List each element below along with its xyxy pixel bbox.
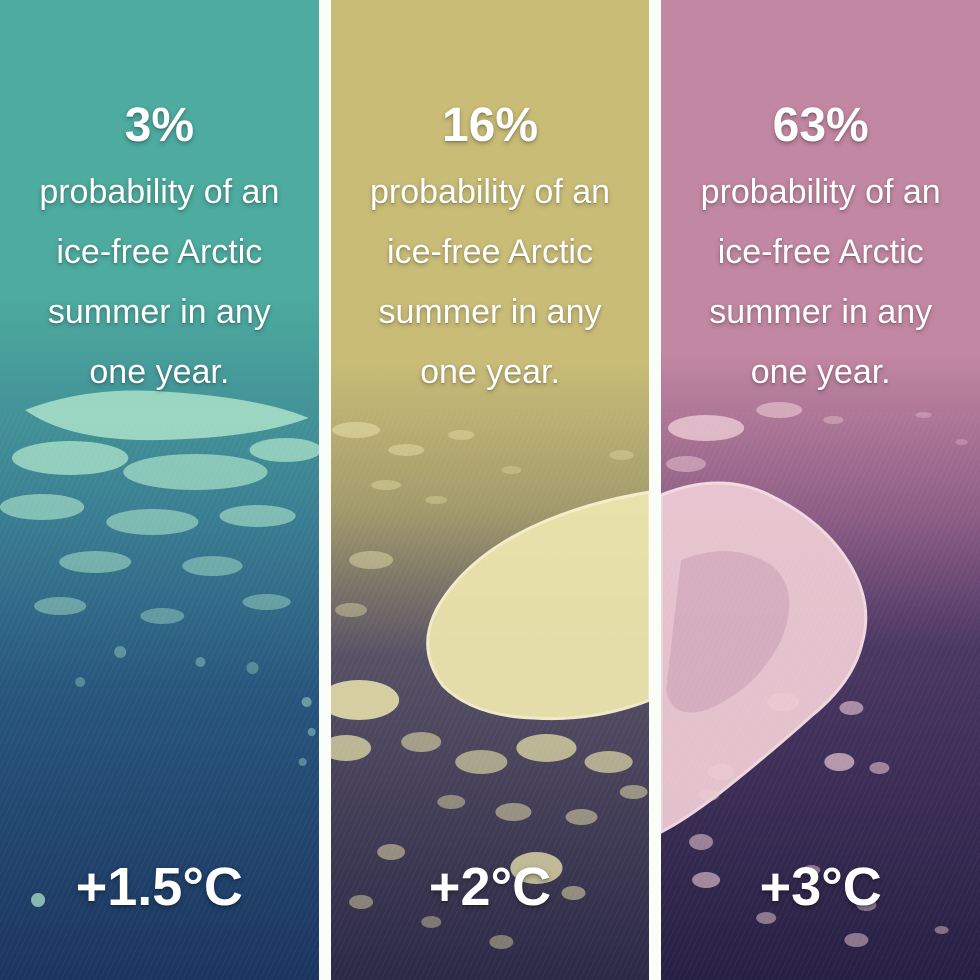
probability-line-3: summer in any [47, 293, 271, 331]
probability-line-4: one year. [89, 353, 230, 391]
probability-text-block: 16% probability of an ice-free Arctic su… [331, 0, 650, 402]
ice-floes-art [330, 422, 650, 949]
probability-line-3: summer in any [378, 293, 602, 331]
temperature-label: +1.5°C [75, 857, 243, 917]
probability-line-2: ice-free Arctic [717, 233, 924, 271]
probability-text-block: 63% probability of an ice-free Arctic su… [661, 0, 980, 402]
probability-line-1: probability of an [369, 173, 611, 211]
probability-line-3: summer in any [709, 293, 933, 331]
percent-value: 16% [441, 99, 539, 152]
ice-floes-art [0, 390, 319, 907]
probability-text-block: 3% probability of an ice-free Arctic sum… [0, 0, 319, 402]
panel-warming-1-5c: 3% probability of an ice-free Arctic sum… [0, 0, 319, 980]
percent-value: 3% [124, 99, 195, 152]
probability-line-4: one year. [750, 353, 891, 391]
ice-floe-group [330, 422, 650, 949]
panel-divider [318, 0, 331, 980]
panel-divider [649, 0, 662, 980]
temperature-label: +2°C [428, 857, 552, 917]
probability-line-4: one year. [420, 353, 560, 391]
percent-value: 63% [772, 99, 869, 152]
ice-floe-group [0, 390, 319, 907]
probability-line-1: probability of an [39, 173, 280, 211]
panel-warming-3c: 63% probability of an ice-free Arctic su… [661, 0, 980, 980]
ice-floe-group [661, 402, 968, 947]
ice-floes-art [661, 402, 968, 947]
temperature-label: +3°C [759, 857, 882, 917]
probability-line-1: probability of an [700, 173, 941, 211]
probability-line-2: ice-free Arctic [387, 233, 593, 271]
panel-warming-2c: 16% probability of an ice-free Arctic su… [330, 0, 650, 980]
probability-line-2: ice-free Arctic [56, 233, 263, 271]
